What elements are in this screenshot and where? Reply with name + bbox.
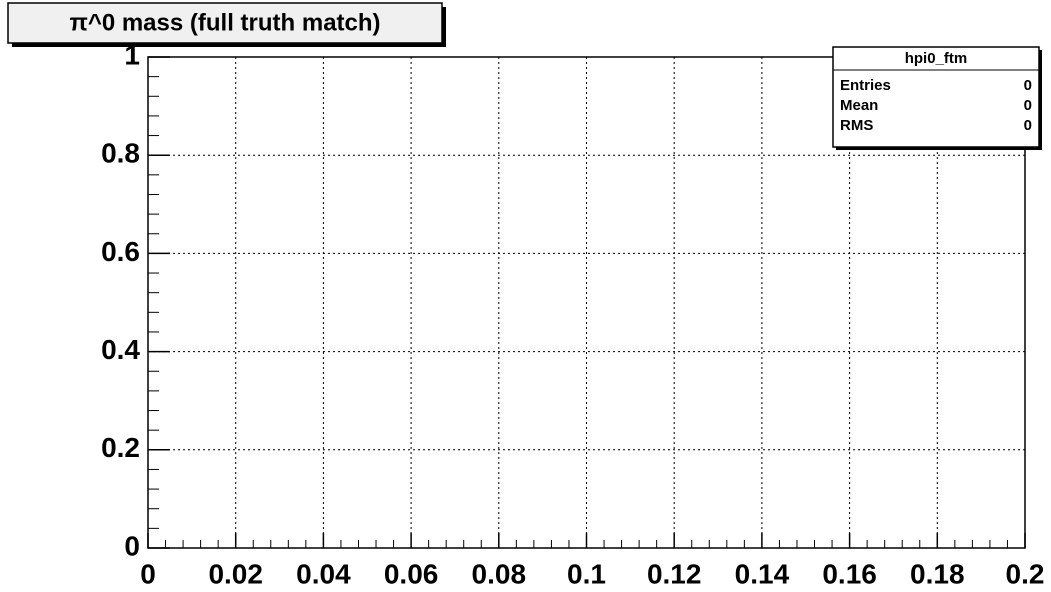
chart-title: π^0 mass (full truth match) xyxy=(69,9,380,36)
y-tick-label: 0.2 xyxy=(101,432,140,463)
y-tick-label: 0.4 xyxy=(101,334,140,365)
x-tick-label: 0.08 xyxy=(472,558,527,589)
stats-value: 0 xyxy=(1024,117,1032,134)
ticks: 0 0.2 0.4 0.6 0.8 1 0 0.02 0.04 0.06 0.08 0.1 0.12 0.… xyxy=(101,39,1044,589)
stats-label: RMS xyxy=(840,117,873,134)
x-tick-label: 0.04 xyxy=(296,558,351,589)
x-tick-label: 0.06 xyxy=(384,558,439,589)
x-tick-label: 0.14 xyxy=(735,558,790,589)
y-tick-label: 1 xyxy=(124,39,140,70)
stats-label: Entries xyxy=(840,77,891,94)
stats-title: hpi0_ftm xyxy=(905,50,968,67)
x-tick-label: 0.1 xyxy=(567,558,606,589)
stats-rows: Entries 0 Mean 0 RMS 0 xyxy=(840,77,1032,134)
y-tick-label: 0 xyxy=(124,530,140,561)
y-tick-label: 0.8 xyxy=(101,138,140,169)
y-tick-label: 0.6 xyxy=(101,236,140,267)
stats-box xyxy=(832,46,1040,148)
x-tick-label: 0.18 xyxy=(910,558,965,589)
x-tick-label: 0.02 xyxy=(208,558,263,589)
stats-label: Mean xyxy=(840,97,878,114)
stats-value: 0 xyxy=(1024,97,1032,114)
x-tick-label: 0.16 xyxy=(822,558,877,589)
x-tick-label: 0.12 xyxy=(647,558,702,589)
x-tick-label: 0.2 xyxy=(1006,558,1045,589)
x-tick-label: 0 xyxy=(140,558,156,589)
stats-value: 0 xyxy=(1024,77,1032,94)
title-box xyxy=(7,2,443,44)
